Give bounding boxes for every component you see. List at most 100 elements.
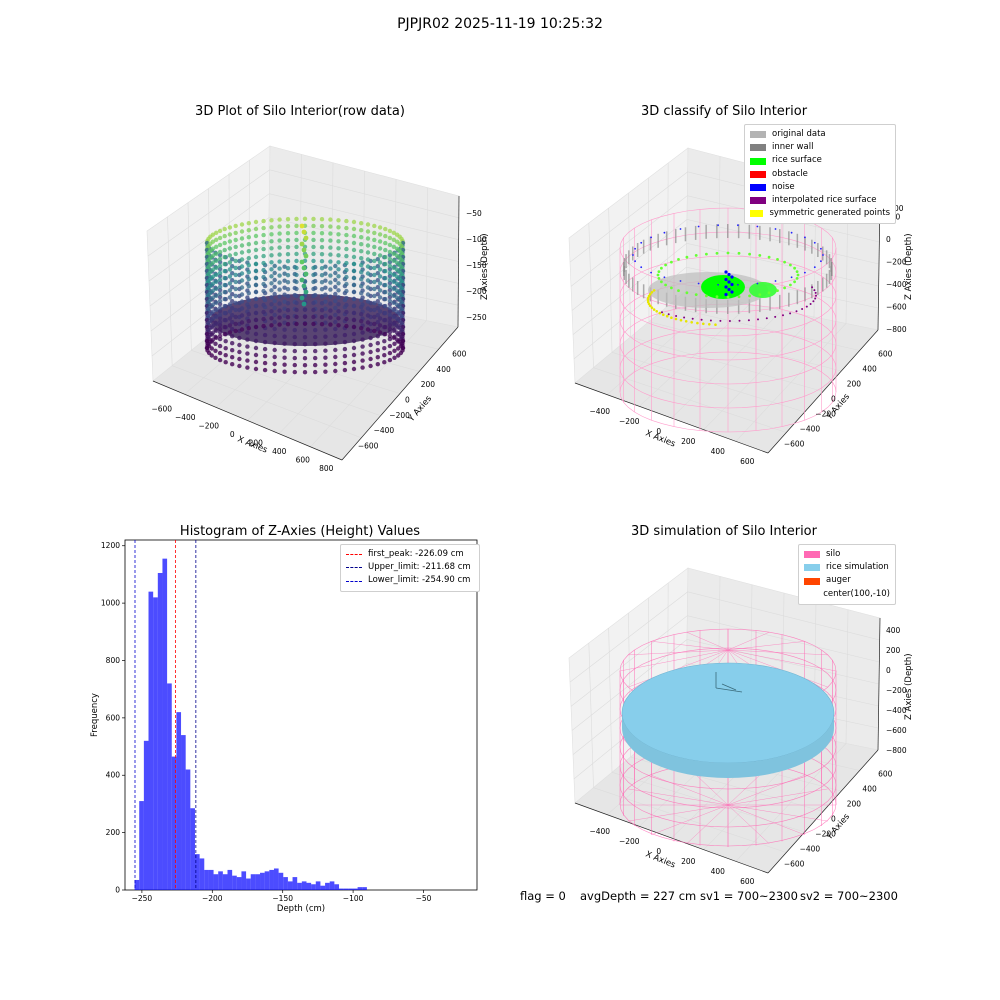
x-tick-label: 800 xyxy=(319,464,334,473)
data-point xyxy=(205,259,210,265)
legend-item-lower-limit: Lower_limit: -254.90 cm xyxy=(346,574,474,587)
inner-wall-point xyxy=(684,296,687,311)
data-point xyxy=(233,258,238,264)
legend-swatch xyxy=(750,210,764,218)
data-point xyxy=(400,331,406,337)
data-point xyxy=(311,216,316,222)
inner-wall-point xyxy=(831,262,833,276)
noise-point xyxy=(730,275,734,279)
rice-surface-point xyxy=(776,289,779,292)
silo-spoke xyxy=(727,641,805,651)
data-point xyxy=(223,339,228,344)
data-point xyxy=(311,244,316,250)
noise-point xyxy=(634,247,636,250)
data-point xyxy=(294,216,299,222)
data-point xyxy=(351,303,357,309)
data-point xyxy=(237,335,242,341)
data-point xyxy=(323,264,328,269)
grid-line xyxy=(426,187,428,321)
symmetric-point xyxy=(650,291,654,294)
data-point xyxy=(253,324,259,330)
legend-item-noise: noise xyxy=(750,181,890,194)
data-point xyxy=(399,313,404,318)
data-point xyxy=(292,285,297,291)
data-point xyxy=(205,250,210,255)
data-point xyxy=(319,322,325,327)
x-tick-label: −150 xyxy=(272,894,293,903)
data-point xyxy=(299,241,305,247)
data-point xyxy=(272,368,277,374)
interpolated-point xyxy=(809,303,812,305)
data-point xyxy=(383,303,388,309)
data-point xyxy=(400,271,405,276)
data-point xyxy=(230,299,235,304)
data-point xyxy=(302,349,308,354)
data-point xyxy=(368,356,373,362)
data-point xyxy=(272,270,277,276)
data-point xyxy=(383,247,388,253)
data-point xyxy=(282,348,287,353)
data-point xyxy=(323,348,328,353)
data-point xyxy=(294,286,299,292)
data-point xyxy=(239,320,245,325)
histogram-bar xyxy=(232,875,237,890)
inner-wall-point xyxy=(830,266,832,280)
data-point xyxy=(387,308,393,314)
data-point xyxy=(205,308,210,314)
data-point xyxy=(336,218,341,223)
data-point xyxy=(302,272,308,277)
silo-spoke xyxy=(651,775,729,806)
data-point xyxy=(261,309,266,315)
histogram-bar xyxy=(255,874,261,890)
data-point xyxy=(223,269,228,274)
data-point xyxy=(205,348,210,353)
data-point xyxy=(396,353,401,358)
grid-line xyxy=(845,609,849,744)
rice-surface-point xyxy=(715,295,719,299)
data-point xyxy=(214,314,219,319)
data-point xyxy=(365,264,371,269)
data-point xyxy=(294,272,299,278)
data-point xyxy=(272,284,277,290)
grid-line xyxy=(611,772,805,833)
y-tick-label: 200 xyxy=(106,828,121,837)
data-point xyxy=(398,294,404,300)
data-point xyxy=(206,252,212,258)
data-point xyxy=(344,295,349,301)
grid-line xyxy=(229,319,420,372)
data-point xyxy=(230,348,235,353)
grid-line xyxy=(331,162,334,302)
data-point xyxy=(213,292,218,297)
data-point xyxy=(292,264,297,270)
data-point xyxy=(342,325,348,331)
data-point xyxy=(400,238,405,244)
rice-surface-point xyxy=(737,295,741,299)
data-point xyxy=(285,280,291,285)
noise-point xyxy=(774,280,777,282)
data-point xyxy=(397,283,402,288)
silo-spoke xyxy=(619,649,729,672)
data-point xyxy=(351,261,357,267)
rice-simulation-surface xyxy=(621,662,835,764)
data-point xyxy=(302,272,308,277)
data-point xyxy=(391,300,396,305)
data-point xyxy=(294,321,299,327)
silo-wireframe-ring xyxy=(619,327,837,409)
noise-point xyxy=(697,225,700,228)
silo-wireframe-ring xyxy=(619,647,837,733)
data-point xyxy=(328,294,333,299)
inner-wall-point xyxy=(727,224,729,238)
data-point xyxy=(253,352,259,358)
y-axis-line xyxy=(767,329,879,454)
inner-wall-point xyxy=(796,290,799,305)
legend-swatch xyxy=(750,170,766,178)
data-point xyxy=(399,299,404,304)
data-point xyxy=(396,262,401,267)
inner-wall-point xyxy=(649,287,652,302)
data-point xyxy=(397,325,402,330)
rice-surface-point xyxy=(694,254,698,257)
data-point xyxy=(375,299,380,304)
data-point xyxy=(223,283,228,288)
data-point xyxy=(319,252,325,257)
data-point xyxy=(277,315,282,320)
